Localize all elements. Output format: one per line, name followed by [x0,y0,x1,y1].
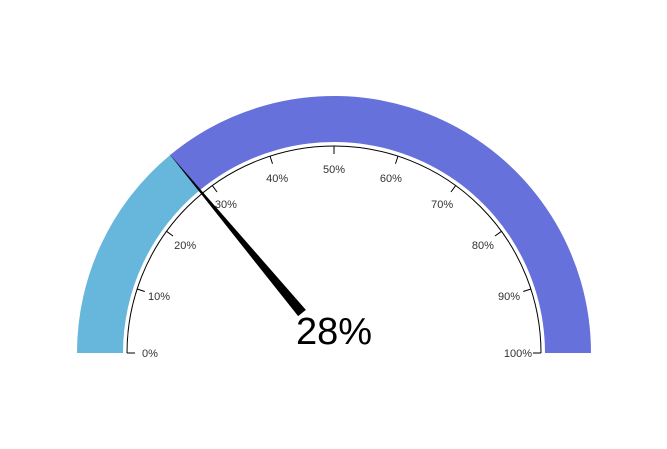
gauge-tick-label: 60% [380,173,402,185]
gauge-tick-mark [211,185,218,193]
gauge-tick-label: 70% [431,199,453,211]
gauge-tick-mark [136,288,145,292]
gauge-ticks: 0% 10% 20% 30% 40% 50% 60% 70% 80% 90% 100% [127,146,541,360]
gauge-tick-label: 80% [472,240,494,252]
gauge-band-filled [77,154,200,353]
gauge-needle-pointer [168,152,306,317]
gauge-band-remaining [170,96,591,353]
gauge-tick-label: 90% [498,291,520,303]
gauge-tick-label: 0% [142,348,158,360]
gauge-tick-mark [166,230,174,237]
gauge-tick-mark [523,288,532,292]
gauge-tick-label: 100% [504,348,532,360]
gauge-tick-mark [494,230,502,237]
gauge-tick-label: 20% [174,240,196,252]
gauge-needle [168,152,306,317]
gauge-tick-mark [395,155,399,164]
gauge-tick-label: 10% [148,291,170,303]
gauge-tick-mark [450,185,457,193]
gauge-tick-label: 50% [323,164,345,176]
gauge-tick-mark [269,155,273,164]
gauge-tick-label: 40% [266,173,288,185]
gauge-value-label: 28% [296,311,372,353]
gauge-tick-label: 30% [215,199,237,211]
